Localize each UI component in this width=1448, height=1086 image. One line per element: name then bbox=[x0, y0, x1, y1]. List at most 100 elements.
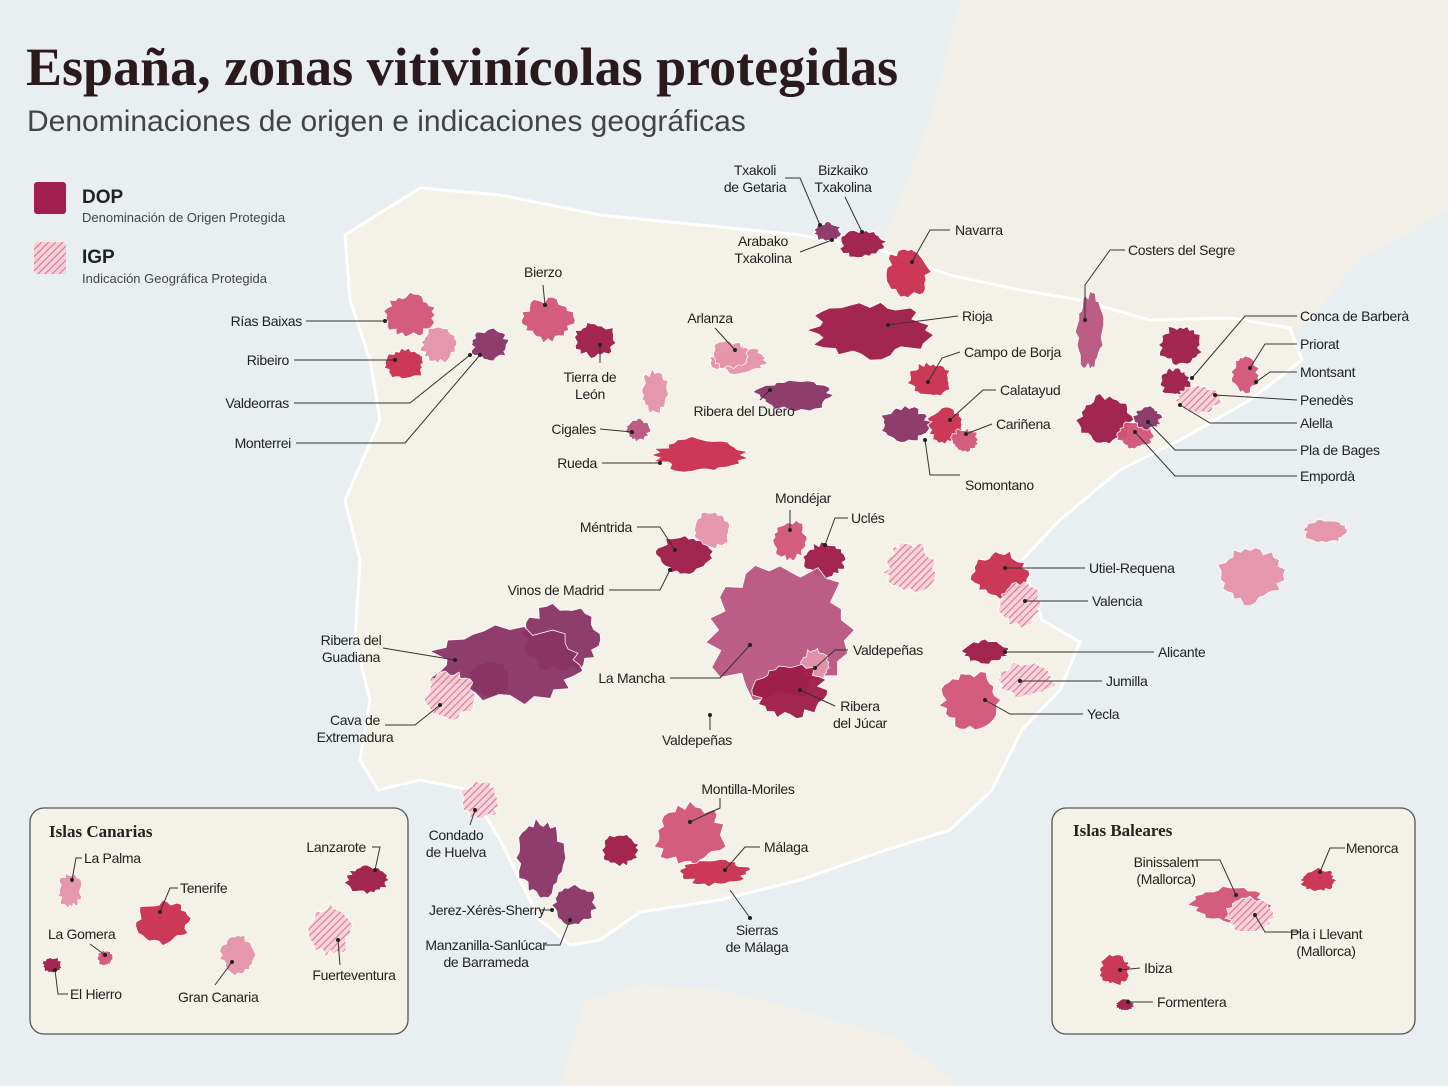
region-label: Ribera del Guadiana bbox=[321, 632, 382, 665]
leader-dot bbox=[926, 380, 930, 384]
region-label: Utiel-Requena bbox=[1089, 560, 1175, 576]
leader-line bbox=[1214, 394, 1298, 401]
leader-line bbox=[759, 389, 771, 401]
wine-region bbox=[419, 326, 458, 365]
label-line: Rías Baixas bbox=[231, 313, 303, 329]
region-label: Uclés bbox=[851, 510, 885, 526]
leader-dot bbox=[1318, 870, 1322, 874]
label-line: Monterrei bbox=[235, 435, 292, 451]
region-label: Fuerteventura bbox=[312, 967, 396, 983]
leader-dot bbox=[630, 430, 634, 434]
wine-region bbox=[996, 661, 1058, 699]
label-line: Ribera del Duero bbox=[693, 403, 795, 419]
wine-region bbox=[1132, 405, 1163, 431]
leader-dot bbox=[923, 438, 927, 442]
region-label: Jumilla bbox=[1106, 673, 1148, 689]
region-label: Valdeorras bbox=[225, 395, 289, 411]
region-label: Costers del Segre bbox=[1128, 242, 1235, 258]
leader-dot bbox=[1023, 599, 1027, 603]
leader-dot bbox=[373, 868, 377, 872]
label-line: del Júcar bbox=[833, 715, 888, 731]
region-label: Málaga bbox=[764, 839, 809, 855]
leader-line bbox=[724, 846, 760, 871]
leader-dot bbox=[158, 910, 162, 914]
label-line: Montilla-Moriles bbox=[701, 781, 795, 797]
leader-dot bbox=[823, 543, 827, 547]
leader-line bbox=[1319, 847, 1345, 873]
leader-dot bbox=[1083, 318, 1087, 322]
region-label: Rías Baixas bbox=[231, 313, 303, 329]
label-line: de Málaga bbox=[726, 939, 789, 955]
label-line: (Mallorca) bbox=[1136, 871, 1195, 887]
region-label: El Hierro bbox=[70, 986, 122, 1002]
leader-dot bbox=[860, 230, 864, 234]
label-line: Ribera del bbox=[321, 632, 382, 648]
region-label: Binissalem (Mallorca) bbox=[1134, 854, 1199, 887]
leader-line bbox=[337, 939, 341, 966]
leader-dot bbox=[910, 260, 914, 264]
label-line: Uclés bbox=[851, 510, 885, 526]
wine-region bbox=[641, 367, 669, 415]
leader-line bbox=[814, 649, 848, 669]
leader-dot bbox=[568, 918, 572, 922]
label-line: Valdeorras bbox=[225, 395, 289, 411]
wine-region bbox=[459, 780, 501, 820]
wine-region bbox=[1074, 290, 1105, 371]
leader-dot bbox=[1213, 393, 1217, 397]
label-line: La Palma bbox=[84, 850, 141, 866]
region-label: Campo de Borja bbox=[964, 344, 1061, 360]
region-label: Méntrida bbox=[580, 519, 633, 535]
region-label: Rueda bbox=[557, 455, 597, 471]
leader-line bbox=[372, 846, 381, 871]
label-line: de Huelva bbox=[426, 844, 487, 860]
region-label: Empordà bbox=[1300, 468, 1355, 484]
wine-region bbox=[679, 858, 752, 888]
leader-line bbox=[729, 889, 751, 919]
wine-region bbox=[601, 834, 640, 868]
wine-region bbox=[1173, 384, 1224, 416]
wine-region bbox=[1298, 866, 1338, 892]
leader-dot bbox=[53, 968, 57, 972]
leader-dot bbox=[748, 643, 752, 647]
wine-region bbox=[342, 864, 391, 896]
wine-region bbox=[654, 535, 714, 575]
region-label: Somontano bbox=[965, 477, 1034, 493]
leader-line bbox=[1255, 371, 1297, 383]
region-label: Ribeiro bbox=[247, 352, 290, 368]
label-line: Txakoli bbox=[734, 162, 776, 178]
label-line: Arlanza bbox=[687, 310, 733, 326]
leader-line bbox=[689, 798, 721, 823]
wine-region bbox=[520, 296, 576, 344]
leader-dot bbox=[336, 938, 340, 942]
label-line: Costers del Segre bbox=[1128, 242, 1235, 258]
label-line: Guadiana bbox=[322, 649, 381, 665]
region-label: Montsant bbox=[1300, 364, 1356, 380]
leader-line bbox=[545, 919, 571, 946]
leader-dot bbox=[948, 418, 952, 422]
region-label: Vinos de Madrid bbox=[508, 582, 604, 598]
leader-dot bbox=[818, 223, 822, 227]
label-line: Formentera bbox=[1157, 994, 1227, 1010]
leader-dot bbox=[468, 353, 472, 357]
leader-line bbox=[887, 315, 959, 326]
wine-region bbox=[515, 817, 567, 899]
leader-line bbox=[965, 423, 993, 435]
label-line: Pla i Llevant bbox=[1290, 926, 1363, 942]
leader-line bbox=[294, 354, 471, 404]
region-label: Pla i Llevant (Mallorca) bbox=[1290, 926, 1363, 959]
label-line: Valencia bbox=[1092, 593, 1143, 609]
wine-region bbox=[1301, 519, 1348, 544]
region-label: Conca de Barberà bbox=[1300, 308, 1409, 324]
region-label: Rioja bbox=[962, 308, 993, 324]
label-line: Rueda bbox=[557, 455, 597, 471]
leader-dot bbox=[438, 703, 442, 707]
label-line: El Hierro bbox=[70, 986, 122, 1002]
label-line: Txakolina bbox=[734, 250, 792, 266]
label-line: Empordà bbox=[1300, 468, 1355, 484]
leader-dot bbox=[1190, 376, 1194, 380]
label-line: Calatayud bbox=[1000, 382, 1060, 398]
label-line: Rioja bbox=[962, 308, 993, 324]
leader-dot bbox=[103, 953, 107, 957]
leader-line bbox=[296, 354, 481, 444]
leader-line bbox=[1119, 967, 1141, 971]
